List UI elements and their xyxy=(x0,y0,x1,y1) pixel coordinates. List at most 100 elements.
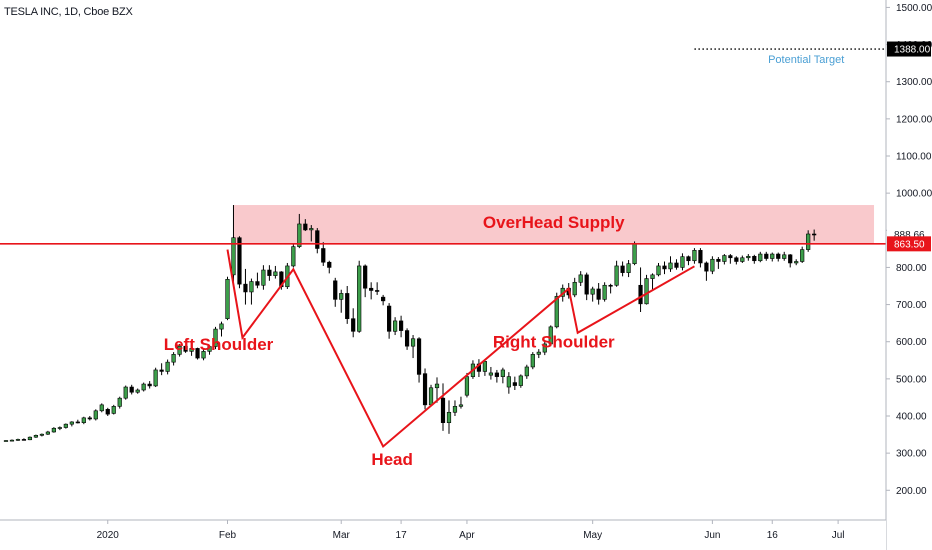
candle xyxy=(375,282,380,295)
xtick-label: 16 xyxy=(767,530,779,541)
candle-body-up xyxy=(9,439,15,442)
candle-body-up xyxy=(644,278,649,305)
candle xyxy=(440,383,446,431)
candle-body-up xyxy=(27,436,33,441)
candle-body-up xyxy=(554,296,559,328)
candle xyxy=(321,242,326,266)
candle-body-up xyxy=(482,361,488,372)
candle xyxy=(117,396,122,409)
candle-body-up xyxy=(135,389,140,393)
candle-body-up xyxy=(3,440,9,442)
candle xyxy=(255,272,260,289)
neckline-price-badge-text: 863.50 xyxy=(894,239,925,250)
candle xyxy=(518,374,523,388)
candle-body-down xyxy=(387,305,392,332)
candle xyxy=(764,251,769,261)
candle xyxy=(69,421,74,427)
candle-body-up xyxy=(488,372,493,376)
candle xyxy=(704,261,709,281)
xtick-label: May xyxy=(583,530,602,541)
candle-body-down xyxy=(638,284,643,305)
candle-body-up xyxy=(452,406,458,413)
neckline-price-badge: 863.50 xyxy=(887,236,931,252)
candle-body-up xyxy=(81,417,86,423)
candle xyxy=(45,430,50,435)
candle xyxy=(39,433,45,437)
candle-body-up xyxy=(650,274,655,279)
candle-body-up xyxy=(518,375,523,386)
candle xyxy=(614,260,619,287)
candle xyxy=(692,248,697,264)
candle-body-up xyxy=(339,293,344,300)
candle xyxy=(165,359,170,375)
candle-body-down xyxy=(698,250,703,264)
last-price-badge-text: 888.66 xyxy=(894,230,925,241)
candle xyxy=(303,219,308,232)
candle xyxy=(369,282,374,300)
candle xyxy=(710,256,715,275)
candle-body-up xyxy=(710,258,715,272)
candle xyxy=(357,260,362,333)
ytick-label: 400.00 xyxy=(896,412,927,423)
candle-body-down xyxy=(345,293,350,319)
ytick-label: 500.00 xyxy=(896,374,927,385)
candle-body-up xyxy=(668,262,673,270)
xtick-label: Jun xyxy=(704,530,720,541)
xtick-label: Apr xyxy=(459,530,475,541)
xtick-label: 2020 xyxy=(97,530,120,541)
candle xyxy=(620,261,625,277)
candle-body-down xyxy=(75,421,80,424)
candle-body-down xyxy=(716,258,721,262)
target-price-badge-text: 1388.00 xyxy=(894,45,931,56)
candle xyxy=(656,262,661,277)
candle xyxy=(267,265,272,281)
candle-body-up xyxy=(357,265,362,332)
candle xyxy=(722,254,727,265)
candle-body-down xyxy=(812,233,817,236)
candle-body-up xyxy=(39,433,45,436)
candle xyxy=(434,377,440,403)
candle-body-down xyxy=(303,223,308,231)
candle-body-up xyxy=(219,323,224,330)
candle xyxy=(494,369,499,383)
candle xyxy=(345,286,350,324)
candle-body-down xyxy=(255,281,260,286)
candle-body-up xyxy=(506,376,511,388)
ytick-label: 600.00 xyxy=(896,337,927,348)
candle-body-up xyxy=(225,279,230,319)
candle-body-up xyxy=(770,253,775,259)
candle xyxy=(363,264,368,298)
candle-body-down xyxy=(404,330,410,347)
overhead-supply-label: OverHead Supply xyxy=(483,213,625,232)
candle-body-down xyxy=(686,256,691,262)
candle-body-up xyxy=(57,427,62,429)
candle xyxy=(740,255,745,263)
candle-body-down xyxy=(728,255,733,259)
candle xyxy=(626,260,631,278)
candle-body-up xyxy=(464,376,470,396)
candle xyxy=(135,388,140,394)
candle xyxy=(680,253,685,271)
candle-body-up xyxy=(722,255,727,262)
candle xyxy=(153,367,158,388)
candle xyxy=(716,257,721,269)
time-axis[interactable] xyxy=(0,520,886,550)
target-price-badge: 1388.00 xyxy=(887,41,931,57)
candle-body-up xyxy=(794,261,799,264)
candle-body-down xyxy=(596,288,601,300)
candle-body-up xyxy=(309,228,314,231)
price-axis[interactable] xyxy=(886,0,932,550)
candle-body-up xyxy=(63,423,68,428)
candle-body-down xyxy=(422,373,428,406)
candle-body-up xyxy=(249,281,254,293)
candle-body-down xyxy=(351,318,356,332)
candle-body-down xyxy=(321,248,326,263)
candle-body-down xyxy=(512,382,517,386)
candle-body-up xyxy=(590,288,595,295)
ytick-label: 1500.00 xyxy=(896,3,932,14)
candle xyxy=(806,230,811,252)
pattern-annotation: Right Shoulder xyxy=(493,332,615,351)
candle xyxy=(63,423,68,429)
